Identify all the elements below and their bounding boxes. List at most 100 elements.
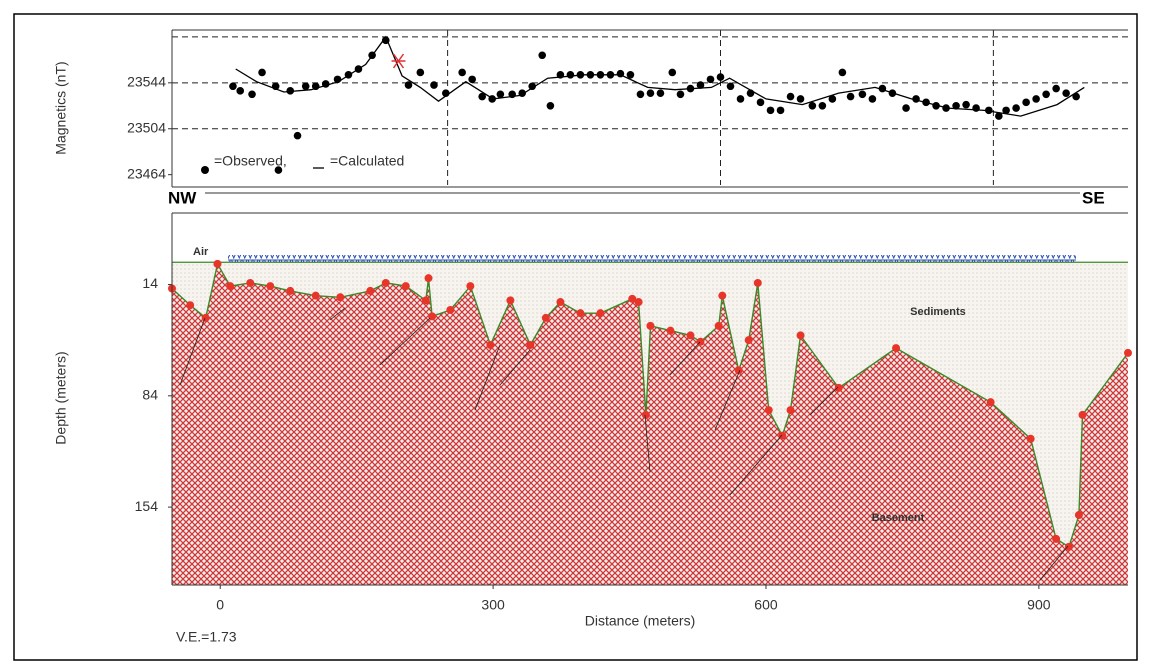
direction-label: SE — [1082, 188, 1105, 207]
basement — [172, 263, 1128, 585]
observed-point — [808, 101, 817, 110]
frame — [13, 13, 1138, 661]
observed-point — [776, 106, 785, 115]
observed-point — [736, 95, 745, 103]
basement-point — [186, 301, 195, 310]
observed-point — [676, 90, 685, 99]
layer-label: Basement — [872, 512, 925, 524]
observed-point — [1022, 98, 1030, 107]
observed-point — [258, 68, 266, 77]
y-tick-label: 23464 — [127, 165, 166, 181]
observed-point — [1012, 104, 1020, 112]
direction-label: NW — [168, 188, 197, 207]
observed-point — [468, 75, 476, 84]
legend-label: =Observed, — [214, 153, 287, 169]
basement-point — [506, 296, 515, 305]
basement-point — [526, 340, 535, 349]
observed-point — [726, 82, 735, 91]
observed-point — [1042, 90, 1050, 99]
layer-label: Air — [193, 246, 209, 258]
observed-point — [766, 106, 775, 115]
observed-point — [301, 82, 310, 91]
basement-point — [401, 282, 410, 291]
observed-point — [1072, 92, 1080, 101]
basement-point — [634, 298, 643, 307]
observed-point — [828, 95, 837, 103]
basement-point — [744, 336, 753, 345]
basement-point — [366, 286, 375, 295]
observed-point — [972, 104, 980, 112]
vertical-exaggeration: V.E.=1.73 — [176, 629, 237, 645]
observed-point — [538, 51, 547, 60]
observed-point — [846, 92, 855, 101]
basement-point — [336, 293, 345, 302]
basement-point — [1026, 434, 1035, 443]
observed-point — [404, 81, 413, 89]
basement-point — [556, 298, 565, 307]
y-tick-label: 14 — [142, 275, 158, 291]
observed-point — [416, 68, 425, 77]
observed-point — [838, 68, 847, 77]
basement-point — [1074, 511, 1083, 520]
observed-point — [1052, 84, 1060, 93]
basement-point — [311, 291, 320, 300]
x-tick-label: 0 — [216, 597, 224, 613]
basement-point — [714, 321, 723, 330]
y-axis-label: Depth (meters) — [53, 351, 69, 444]
basement-point — [266, 282, 275, 291]
basement-point — [446, 305, 455, 314]
observed-point — [696, 81, 705, 89]
basement-point — [201, 313, 210, 322]
observed-point — [646, 89, 655, 97]
observed-point — [458, 68, 466, 77]
observed-point — [430, 81, 438, 89]
basement-point — [666, 326, 675, 335]
x-axis-label: Distance (meters) — [585, 613, 695, 629]
basement-point — [734, 366, 743, 375]
observed-point — [858, 90, 867, 99]
basement-point — [686, 331, 695, 340]
observed-point — [706, 75, 715, 84]
legend-label: =Calculated — [330, 153, 404, 169]
observed-point — [995, 112, 1003, 120]
observed-point — [985, 106, 993, 115]
basement-point — [541, 313, 550, 322]
legend-marker — [201, 166, 209, 174]
basement-point — [226, 282, 235, 291]
observed-point — [796, 95, 805, 103]
observed-point — [236, 87, 245, 95]
basement-point — [834, 383, 843, 392]
observed-point — [786, 92, 795, 101]
basement-point — [753, 278, 762, 287]
basement-point — [764, 406, 773, 415]
observed-point — [478, 92, 486, 101]
observed-point — [1062, 89, 1070, 97]
y-tick-label: 154 — [135, 498, 159, 514]
basement-point — [1078, 410, 1087, 419]
basement-point — [421, 296, 430, 305]
basement-point — [1124, 348, 1132, 357]
basement-point — [986, 398, 995, 407]
x-tick-label: 300 — [481, 597, 505, 613]
layer-label: Sediments — [910, 306, 966, 318]
observed-point — [656, 89, 665, 97]
observed-point — [248, 90, 256, 99]
basement-point — [486, 340, 495, 349]
x-tick-label: 900 — [1027, 597, 1051, 613]
observed-point — [496, 90, 505, 99]
observed-point — [668, 68, 677, 77]
observed-point — [293, 131, 302, 140]
basement-point — [424, 274, 433, 283]
observed-point — [274, 166, 283, 174]
basement-point — [1052, 534, 1061, 543]
basement-point — [286, 286, 295, 295]
basement-point — [596, 309, 605, 318]
observed-point — [229, 82, 237, 91]
dikes — [179, 307, 1069, 581]
observed-point — [902, 104, 910, 112]
observed-point — [1032, 95, 1040, 103]
x-tick-label: 600 — [754, 597, 778, 613]
observed-point — [566, 70, 575, 79]
observed-point — [528, 82, 537, 91]
